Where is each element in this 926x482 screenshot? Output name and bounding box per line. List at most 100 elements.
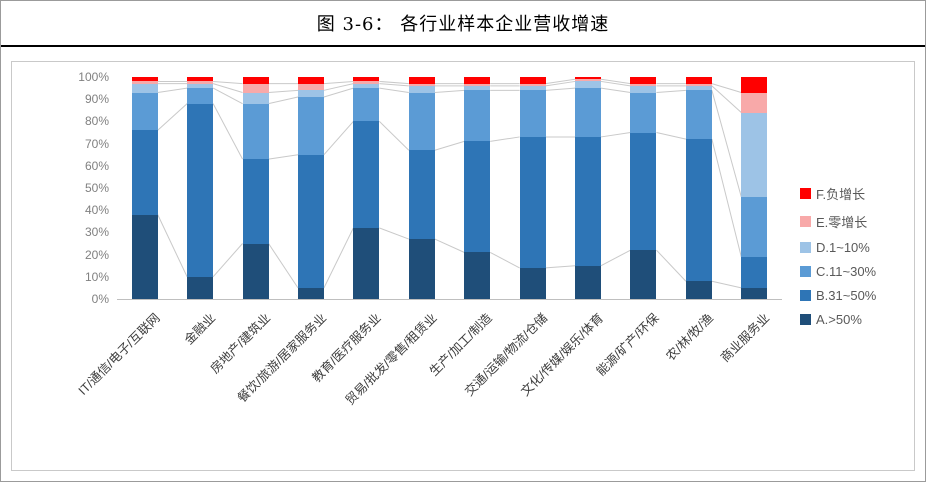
y-tick-label: 80% xyxy=(84,114,109,129)
series-connector-line xyxy=(323,121,354,156)
bar-segment xyxy=(685,139,712,282)
bar-segment xyxy=(242,243,269,299)
series-connector-line xyxy=(212,103,243,160)
series-connector-line xyxy=(545,78,576,85)
legend-label: D.1~10% xyxy=(816,240,870,255)
bar-segment xyxy=(353,83,380,89)
bar-segment xyxy=(187,77,214,82)
legend-item: A.>50% xyxy=(800,312,912,327)
series-connector-line xyxy=(268,89,298,94)
bar-segment xyxy=(519,90,546,137)
series-connector-line xyxy=(434,238,465,253)
series-connector-line xyxy=(656,89,686,94)
series-connector-line xyxy=(379,87,409,94)
plot-area xyxy=(117,77,782,300)
bar-segment xyxy=(575,265,602,299)
bar-segment xyxy=(297,77,324,84)
bar-segment xyxy=(575,79,602,82)
stacked-bar xyxy=(741,77,768,299)
bar-segment xyxy=(741,196,768,257)
y-tick-label: 50% xyxy=(84,181,109,195)
series-connector-line xyxy=(379,227,409,240)
legend-swatch-icon xyxy=(800,242,811,253)
legend-item: F.负增长 xyxy=(800,184,912,203)
legend-swatch-icon xyxy=(800,188,811,199)
bar-segment xyxy=(408,83,435,86)
bar-segment xyxy=(353,77,380,82)
bar-segment xyxy=(630,83,657,86)
bar-segment xyxy=(575,136,602,266)
bar-segment xyxy=(575,88,602,137)
bar-segment xyxy=(464,141,491,253)
bar-segment xyxy=(187,88,214,104)
series-connector-line xyxy=(711,280,742,289)
series-connector-line xyxy=(212,243,243,278)
stacked-bar xyxy=(408,77,435,299)
series-connector-line xyxy=(545,265,576,269)
bar-segment xyxy=(297,90,324,97)
series-connector-line xyxy=(157,214,188,278)
legend-label: E.零增长 xyxy=(816,215,868,230)
bar-segment xyxy=(464,77,491,84)
series-connector-line xyxy=(157,103,188,131)
series-connector-line xyxy=(711,90,742,198)
bar-segment xyxy=(630,250,657,299)
stacked-bar xyxy=(685,77,712,299)
bar-segment xyxy=(630,85,657,93)
bar-segment xyxy=(131,77,158,82)
figure-title: 图 3-6： 各行业样本企业营收增速 xyxy=(316,14,610,35)
x-axis-label-text: 商业服务业 xyxy=(717,310,773,365)
legend-label: F.负增长 xyxy=(816,187,866,202)
series-connector-line xyxy=(268,243,299,289)
stacked-bar xyxy=(297,77,324,299)
y-tick-label: 70% xyxy=(84,136,109,151)
bar-segment xyxy=(408,239,435,299)
bar-segment xyxy=(242,83,269,93)
series-connector-line xyxy=(600,249,631,267)
stacked-bar xyxy=(630,77,657,299)
series-connector-line xyxy=(434,89,465,94)
bar-segment xyxy=(187,81,214,84)
bar-segment xyxy=(131,130,158,215)
series-connector-line xyxy=(434,140,465,151)
series-connector-line xyxy=(212,83,243,94)
y-tick-label: 60% xyxy=(84,158,109,173)
y-tick-label: 100% xyxy=(78,70,109,84)
bar-segment xyxy=(242,159,269,244)
bar-segment xyxy=(464,83,491,86)
bar-segment xyxy=(575,81,602,89)
bar-segment xyxy=(685,281,712,299)
series-connector-line xyxy=(157,87,188,94)
x-axis-label-text: 金融业 xyxy=(181,310,218,348)
bar-segment xyxy=(519,77,546,84)
x-axis-label-text: 农/林/牧/渔 xyxy=(663,310,717,364)
bar-segment xyxy=(575,77,602,80)
series-connector-line xyxy=(656,249,687,282)
bar-segment xyxy=(353,227,380,299)
y-tick-label: 0% xyxy=(91,292,109,306)
series-connector-line xyxy=(545,80,576,87)
bar-segment xyxy=(297,83,324,91)
series-connector-line xyxy=(268,96,299,105)
series-connector-line xyxy=(323,87,354,98)
bar-segment xyxy=(131,81,158,84)
series-connector-line xyxy=(379,80,409,85)
legend-swatch-icon xyxy=(800,216,811,227)
series-connector-line xyxy=(379,83,409,87)
series-connector-line xyxy=(711,83,742,94)
bar-segment xyxy=(741,287,768,299)
series-connector-line xyxy=(490,136,520,142)
legend-swatch-icon xyxy=(800,314,811,325)
series-connector-line xyxy=(379,121,410,151)
bar-segment xyxy=(630,92,657,133)
bar-segment xyxy=(187,276,214,299)
legend-swatch-icon xyxy=(800,290,811,301)
bar-segment xyxy=(685,83,712,86)
bar-segment xyxy=(519,267,546,299)
bar-segment xyxy=(353,121,380,228)
stacked-bar xyxy=(242,77,269,299)
stacked-bar xyxy=(519,77,546,299)
bar-segment xyxy=(131,92,158,131)
series-connector-line xyxy=(323,227,354,289)
y-tick-label: 20% xyxy=(84,247,109,262)
